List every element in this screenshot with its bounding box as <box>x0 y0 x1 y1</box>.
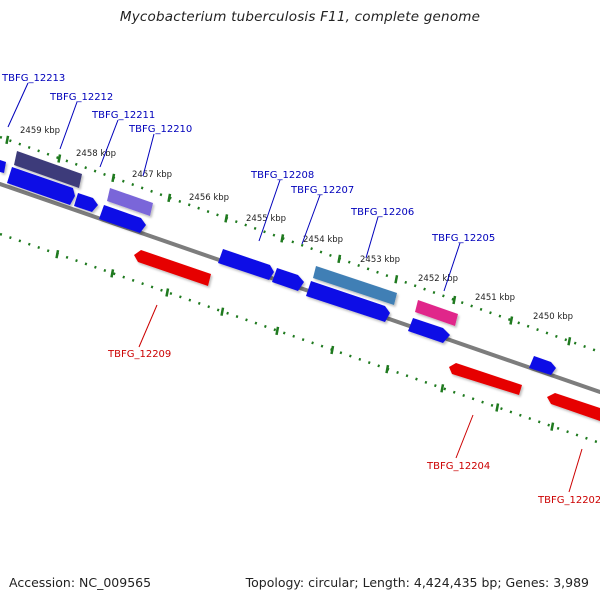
major-tick-inner <box>330 345 335 355</box>
scale-label-2455: 2455 kbp <box>246 214 286 224</box>
leader-line-tbfg-12212 <box>59 101 78 150</box>
major-tick-inner <box>55 249 60 259</box>
scale-label-2452: 2452 kbp <box>418 274 458 284</box>
major-tick-outer <box>111 173 116 183</box>
gene-arrow-forward[interactable] <box>408 318 450 343</box>
genome-summary-text: Topology: circular; Length: 4,424,435 bp… <box>245 575 589 590</box>
scale-label-2454: 2454 kbp <box>303 235 343 245</box>
scale-label-2458: 2458 kbp <box>76 149 116 159</box>
leader-line-tbfg-12211 <box>99 119 119 168</box>
gene-label-tbfg-12212[interactable]: TBFG_12212 <box>49 92 113 103</box>
leader-line-tbfg-12213 <box>7 82 29 128</box>
major-tick-inner <box>385 364 390 374</box>
leader-line-tbfg-12210 <box>142 133 155 177</box>
gene-arrow-forward[interactable] <box>74 193 98 212</box>
gene-label-tbfg-12204[interactable]: TBFG_12204 <box>426 461 490 472</box>
leader-line-tbfg-12207 <box>301 194 321 245</box>
scale-label-2451: 2451 kbp <box>475 293 515 303</box>
leader-line-tbfg-12205 <box>443 242 461 292</box>
outer-tick-ring <box>0 135 600 354</box>
major-tick-outer <box>5 135 10 145</box>
gene-arrow-forward[interactable] <box>218 249 274 280</box>
major-tick-outer <box>167 193 172 203</box>
gene-label-tbfg-12208[interactable]: TBFG_12208 <box>250 170 314 181</box>
forward-genes <box>0 160 556 375</box>
gene-label-tbfg-12205[interactable]: TBFG_12205 <box>431 233 495 244</box>
scale-label-2457: 2457 kbp <box>132 170 172 180</box>
gene-label-tbfg-12209[interactable]: TBFG_12209 <box>107 349 171 360</box>
major-tick-inner <box>220 307 225 316</box>
gene-arrow-forward[interactable] <box>0 160 6 173</box>
leader-line-tbfg-12202 <box>568 448 583 493</box>
major-tick-outer <box>452 295 457 305</box>
outer-features <box>14 151 458 326</box>
leader-line-tbfg-12206 <box>365 216 379 259</box>
feature-bar-tbfg-12205[interactable] <box>415 300 458 326</box>
gene-arrow-reverse[interactable] <box>134 250 211 286</box>
gene-arrow-reverse[interactable] <box>547 393 600 421</box>
gene-label-tbfg-12202[interactable]: TBFG_12202 <box>537 495 600 506</box>
reverse-genes <box>134 250 600 421</box>
major-tick-outer <box>567 337 572 346</box>
major-tick-outer <box>394 275 399 284</box>
leader-line-tbfg-12208 <box>258 179 281 242</box>
major-tick-outer <box>509 316 514 325</box>
leader-line-tbfg-12204 <box>455 414 474 459</box>
feature-bar-tbfg-12206[interactable] <box>313 266 397 305</box>
gene-arrow-forward[interactable] <box>529 356 556 375</box>
scale-label-2459: 2459 kbp <box>20 126 60 136</box>
major-tick-outer <box>57 154 62 163</box>
gene-label-tbfg-12206[interactable]: TBFG_12206 <box>350 207 414 218</box>
major-tick-inner <box>550 422 555 431</box>
gene-label-tbfg-12211[interactable]: TBFG_12211 <box>91 110 155 121</box>
major-tick-inner <box>495 403 500 412</box>
major-tick-outer <box>337 254 342 264</box>
major-tick-outer <box>224 214 229 223</box>
gene-label-tbfg-12207[interactable]: TBFG_12207 <box>290 185 354 196</box>
gene-arrow-forward[interactable] <box>7 167 75 205</box>
major-tick-inner <box>110 269 115 278</box>
gene-arrow-forward[interactable] <box>99 205 146 233</box>
feature-bar-tbfg-12213[interactable] <box>14 151 82 188</box>
major-tick-inner <box>275 326 280 336</box>
major-tick-inner <box>165 288 170 297</box>
map-title: Mycobacterium tuberculosis F11, complete… <box>119 9 481 25</box>
accession-text: Accession: NC_009565 <box>9 575 152 590</box>
gene-arrow-reverse[interactable] <box>449 363 522 395</box>
gene-arrow-forward[interactable] <box>306 281 390 322</box>
major-tick-outer <box>280 234 285 243</box>
major-tick-inner <box>440 384 445 393</box>
inner-tick-ring <box>0 232 600 445</box>
scale-label-2450: 2450 kbp <box>533 312 573 322</box>
leader-line-tbfg-12209 <box>138 304 158 348</box>
scale-label-2456: 2456 kbp <box>189 193 229 203</box>
feature-bar-tbfg-12211[interactable] <box>107 188 153 216</box>
gene-label-tbfg-12210[interactable]: TBFG_12210 <box>128 124 192 135</box>
gene-arrow-forward[interactable] <box>272 268 304 291</box>
gene-label-tbfg-12213[interactable]: TBFG_12213 <box>1 73 65 84</box>
scale-label-2453: 2453 kbp <box>360 255 400 265</box>
